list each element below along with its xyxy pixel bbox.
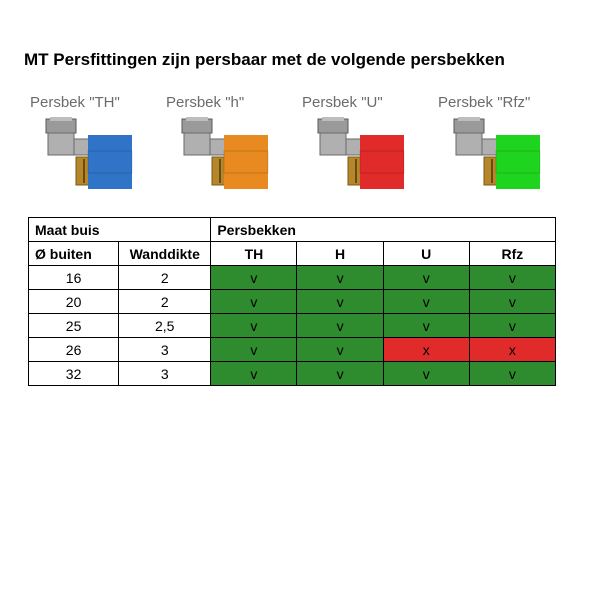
cell-incompatible: x bbox=[469, 338, 555, 362]
cell-compatible: v bbox=[383, 266, 469, 290]
cell-compatible: v bbox=[469, 314, 555, 338]
col-h: H bbox=[297, 242, 383, 266]
cell-compatible: v bbox=[297, 362, 383, 386]
jaw-graphic bbox=[30, 117, 142, 195]
col-od: Ø buiten bbox=[29, 242, 119, 266]
col-rfz: Rfz bbox=[469, 242, 555, 266]
jaw-graphic bbox=[438, 117, 550, 195]
cell-wall: 2,5 bbox=[119, 314, 211, 338]
cell-wall: 2 bbox=[119, 290, 211, 314]
cell-compatible: v bbox=[297, 290, 383, 314]
cell-compatible: v bbox=[211, 314, 297, 338]
page-title: MT Persfittingen zijn persbaar met de vo… bbox=[24, 50, 576, 70]
jaw-label: Persbek "h" bbox=[166, 94, 294, 111]
jaw-item: Persbek "h" bbox=[166, 94, 294, 195]
table-header-row: Ø buiten Wanddikte TH H U Rfz bbox=[29, 242, 556, 266]
jaw-graphic bbox=[302, 117, 414, 195]
table-group-right: Persbekken bbox=[211, 218, 556, 242]
col-u: U bbox=[383, 242, 469, 266]
cell-compatible: v bbox=[469, 290, 555, 314]
cell-od: 20 bbox=[29, 290, 119, 314]
table-row: 162vvvv bbox=[29, 266, 556, 290]
cell-compatible: v bbox=[211, 338, 297, 362]
cell-wall: 3 bbox=[119, 338, 211, 362]
jaw-label: Persbek "Rfz" bbox=[438, 94, 566, 111]
cell-compatible: v bbox=[211, 362, 297, 386]
cell-compatible: v bbox=[383, 290, 469, 314]
cell-incompatible: x bbox=[383, 338, 469, 362]
cell-compatible: v bbox=[297, 266, 383, 290]
table-row: 252,5vvvv bbox=[29, 314, 556, 338]
col-wall: Wanddikte bbox=[119, 242, 211, 266]
table-row: 323vvvv bbox=[29, 362, 556, 386]
cell-compatible: v bbox=[383, 362, 469, 386]
cell-od: 26 bbox=[29, 338, 119, 362]
cell-wall: 3 bbox=[119, 362, 211, 386]
compatibility-table: Maat buis Persbekken Ø buiten Wanddikte … bbox=[28, 217, 556, 386]
cell-compatible: v bbox=[383, 314, 469, 338]
jaw-item: Persbek "U" bbox=[302, 94, 430, 195]
jaw-item: Persbek "Rfz" bbox=[438, 94, 566, 195]
table-row: 263vvxx bbox=[29, 338, 556, 362]
cell-compatible: v bbox=[211, 290, 297, 314]
table-group-left: Maat buis bbox=[29, 218, 211, 242]
jaw-item: Persbek "TH" bbox=[30, 94, 158, 195]
cell-compatible: v bbox=[211, 266, 297, 290]
jaw-label: Persbek "U" bbox=[302, 94, 430, 111]
cell-od: 25 bbox=[29, 314, 119, 338]
jaw-illustrations: Persbek "TH" Persbek "h" Persb bbox=[30, 94, 576, 195]
jaw-graphic bbox=[166, 117, 278, 195]
cell-compatible: v bbox=[469, 362, 555, 386]
cell-wall: 2 bbox=[119, 266, 211, 290]
cell-od: 16 bbox=[29, 266, 119, 290]
col-th: TH bbox=[211, 242, 297, 266]
cell-compatible: v bbox=[469, 266, 555, 290]
cell-compatible: v bbox=[297, 314, 383, 338]
cell-compatible: v bbox=[297, 338, 383, 362]
table-row: 202vvvv bbox=[29, 290, 556, 314]
cell-od: 32 bbox=[29, 362, 119, 386]
jaw-label: Persbek "TH" bbox=[30, 94, 158, 111]
